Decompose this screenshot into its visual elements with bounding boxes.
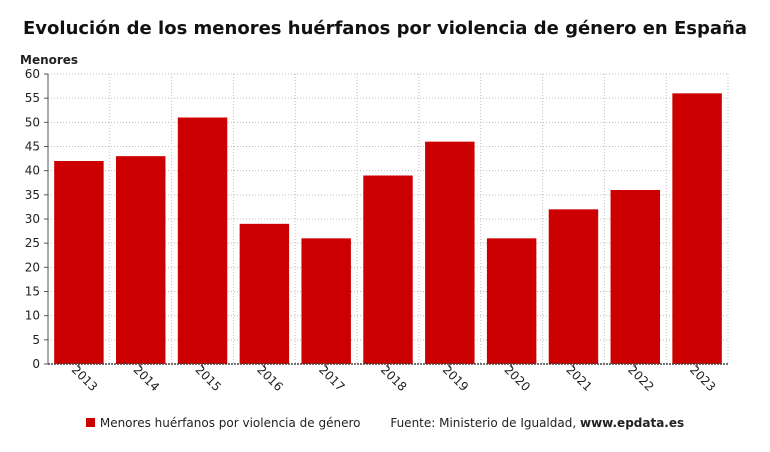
x-tick-label: 2023 [687, 363, 718, 394]
x-tick-label: 2014 [131, 363, 162, 394]
x-tick-label: 2018 [378, 363, 409, 394]
x-tick-label: 2013 [69, 363, 100, 394]
y-axis-label: Menores [20, 53, 79, 67]
bar-2021 [548, 209, 599, 364]
y-tick-label: 45 [25, 140, 40, 154]
y-tick-label: 55 [25, 91, 40, 105]
y-tick-label: 60 [25, 67, 40, 81]
bar-2016 [239, 223, 290, 364]
x-tick-label: 2020 [502, 363, 533, 394]
y-tick-label: 5 [32, 333, 40, 347]
bar-2020 [486, 238, 537, 364]
y-tick-label: 40 [25, 164, 40, 178]
y-tick-label: 25 [25, 236, 40, 250]
bar-2013 [54, 161, 104, 364]
x-tick-label: 2022 [625, 363, 656, 394]
bar-2022 [610, 190, 660, 364]
source-site: www.epdata.es [580, 416, 685, 430]
x-tick-label: 2016 [254, 363, 285, 394]
y-tick-label: 15 [25, 285, 40, 299]
x-tick-label: 2015 [192, 363, 223, 394]
bar-2014 [116, 156, 166, 364]
bar-2019 [425, 141, 475, 364]
y-tick-label: 20 [25, 260, 40, 274]
y-tick-label: 35 [25, 188, 40, 202]
x-tick-label: 2017 [316, 363, 347, 394]
legend: Menores huérfanos por violencia de géner… [0, 416, 770, 430]
bar-2017 [301, 238, 351, 364]
chart-title: Evolución de los menores huérfanos por v… [23, 18, 747, 39]
x-tick-label: 2019 [440, 363, 471, 394]
source-text: Fuente: Ministerio de Igualdad, [390, 416, 577, 430]
y-tick-label: 0 [32, 357, 40, 371]
y-tick-label: 50 [25, 115, 40, 129]
bar-2023 [672, 93, 722, 364]
y-tick-label: 30 [25, 212, 40, 226]
legend-swatch [85, 418, 95, 427]
x-tick-label: 2021 [563, 363, 594, 394]
legend-label: Menores huérfanos por violencia de géner… [99, 416, 361, 430]
bar-2018 [363, 175, 413, 364]
bar-2015 [177, 117, 228, 364]
y-tick-label: 10 [25, 309, 40, 323]
